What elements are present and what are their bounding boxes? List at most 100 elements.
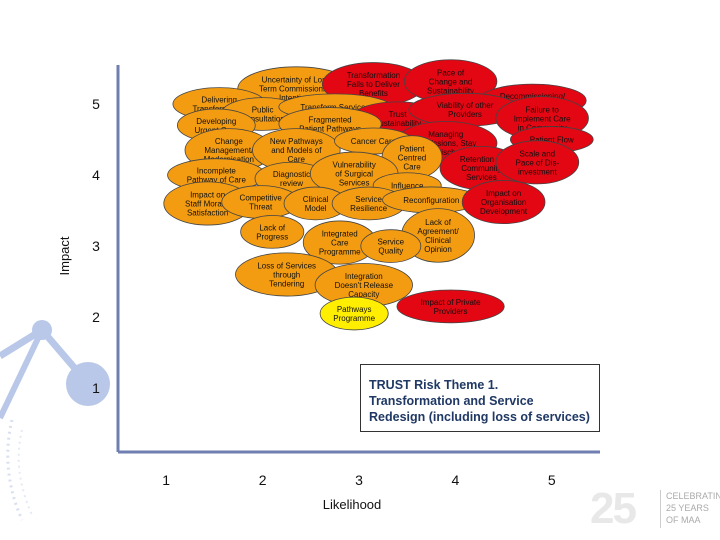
risk-label: Pathway of Care bbox=[187, 176, 247, 185]
risk-label: Competitive bbox=[240, 194, 283, 203]
risk-label: of Surgical bbox=[335, 170, 373, 179]
risk-label: Staff Morale/ bbox=[185, 199, 231, 208]
x-tick-label: 3 bbox=[355, 472, 363, 488]
risk-label: Clinical bbox=[303, 195, 329, 204]
risk-label: Loss of Services bbox=[257, 261, 316, 270]
risk-label: Delivering bbox=[201, 96, 237, 105]
risk-label: Services bbox=[339, 179, 370, 188]
risk-label: Service bbox=[377, 238, 404, 247]
risk-label: Developing bbox=[196, 117, 236, 126]
risk-label: Threat bbox=[249, 203, 273, 212]
risk-label: and Discharge bbox=[420, 148, 472, 157]
risk-label: Pathways bbox=[337, 305, 372, 314]
risk-label: New Pathways bbox=[270, 137, 323, 146]
risk-label: Providers bbox=[434, 307, 468, 316]
axes bbox=[116, 65, 600, 454]
x-tick-label: 2 bbox=[259, 472, 267, 488]
risk-label: Benefits bbox=[359, 89, 388, 98]
risk-label: Capacity bbox=[348, 290, 379, 299]
logo-text: CELEBRATING 25 YEARS OF MAA bbox=[666, 491, 720, 525]
risk-label: Managing bbox=[428, 130, 463, 139]
risk-label: Fragmented bbox=[309, 115, 352, 124]
x-tick-label: 1 bbox=[162, 472, 170, 488]
y-axis-title: Impact bbox=[57, 236, 72, 275]
risk-label: Programme bbox=[333, 314, 375, 323]
risk-label: Patient Flow bbox=[530, 136, 574, 145]
risk-label: Consultation bbox=[240, 114, 284, 123]
risk-label: Model bbox=[305, 204, 327, 213]
risk-bubble-shape bbox=[240, 215, 305, 249]
risk-bubble-shape bbox=[319, 296, 389, 331]
risk-label: Diagnostic bbox=[273, 170, 310, 179]
risk-bubble-shape bbox=[495, 140, 580, 185]
risk-label: Care bbox=[288, 155, 306, 164]
risk-bubble-shape bbox=[360, 229, 422, 263]
x-axis-title: Likelihood bbox=[323, 497, 382, 512]
risk-label: Care bbox=[403, 162, 421, 171]
risk-label: Development bbox=[480, 207, 528, 216]
risk-label: Lack of bbox=[259, 223, 286, 232]
y-tick-label: 3 bbox=[92, 238, 100, 254]
risk-label: Patient Pathways bbox=[299, 124, 361, 133]
y-tick-label: 4 bbox=[92, 167, 100, 183]
chart-title-callout: TRUST Risk Theme 1. Transformation and S… bbox=[360, 364, 600, 432]
anniversary-logo: 25 CELEBRATING 25 YEARS OF MAA bbox=[588, 484, 720, 534]
y-tick-label: 2 bbox=[92, 309, 100, 325]
risk-label: Trust bbox=[389, 110, 408, 119]
risk-bubble-shape bbox=[461, 180, 546, 225]
risk-label: Retention of bbox=[460, 155, 504, 164]
risk-label: Influence bbox=[391, 182, 424, 191]
x-tick-label: 4 bbox=[452, 472, 460, 488]
risk-label: Cancer Care bbox=[351, 137, 397, 146]
risk-label: Community bbox=[461, 164, 501, 173]
risk-label: Sustainability bbox=[374, 119, 421, 128]
risk-label: Integrated bbox=[322, 230, 358, 239]
risk-label: Programme bbox=[319, 248, 361, 257]
risk-label: Providers bbox=[448, 110, 482, 119]
risk-label: Integration bbox=[345, 272, 383, 281]
risk-label: Vulnerability bbox=[333, 161, 376, 170]
risk-label: Centred bbox=[398, 153, 426, 162]
risk-label: Impact on bbox=[190, 190, 225, 199]
risk-label: Services bbox=[466, 173, 497, 182]
risk-label: Progress bbox=[256, 232, 288, 241]
risk-label: Public bbox=[252, 105, 274, 114]
risk-label: review bbox=[280, 179, 303, 188]
y-tick-label: 1 bbox=[92, 380, 100, 396]
risk-label: Patient bbox=[400, 144, 426, 153]
risk-label: Viability of other bbox=[437, 101, 494, 110]
risk-label: Agreement/ bbox=[417, 227, 459, 236]
risk-label: Organisation bbox=[481, 198, 526, 207]
risk-label: Clinical bbox=[425, 236, 451, 245]
risk-label: Incomplete bbox=[197, 167, 237, 176]
x-tick-label: 5 bbox=[548, 472, 556, 488]
logo-number: 25 bbox=[590, 484, 637, 533]
risk-label: Satisfaction bbox=[187, 208, 228, 217]
risk-label: Sustainability bbox=[427, 86, 474, 95]
risk-label: Pace of Dis- bbox=[516, 158, 560, 167]
risk-label: through bbox=[273, 270, 300, 279]
risk-label: Service bbox=[355, 195, 382, 204]
risk-label: Opinion bbox=[424, 245, 452, 254]
risk-label: Impact of Private bbox=[421, 298, 482, 307]
risk-bubble-shape bbox=[396, 289, 505, 324]
tick-labels: 1 2 3 4 5 1 2 3 4 5 bbox=[92, 96, 556, 488]
risk-label: Fails to Deliver bbox=[347, 80, 400, 89]
risk-label: Uncertainty of Long bbox=[262, 75, 331, 84]
risk-label: Reconfiguration bbox=[403, 196, 459, 205]
risk-label: Pace of bbox=[437, 68, 465, 77]
risk-label: Tendering bbox=[269, 279, 304, 288]
risk-label: Failure to bbox=[525, 105, 559, 114]
